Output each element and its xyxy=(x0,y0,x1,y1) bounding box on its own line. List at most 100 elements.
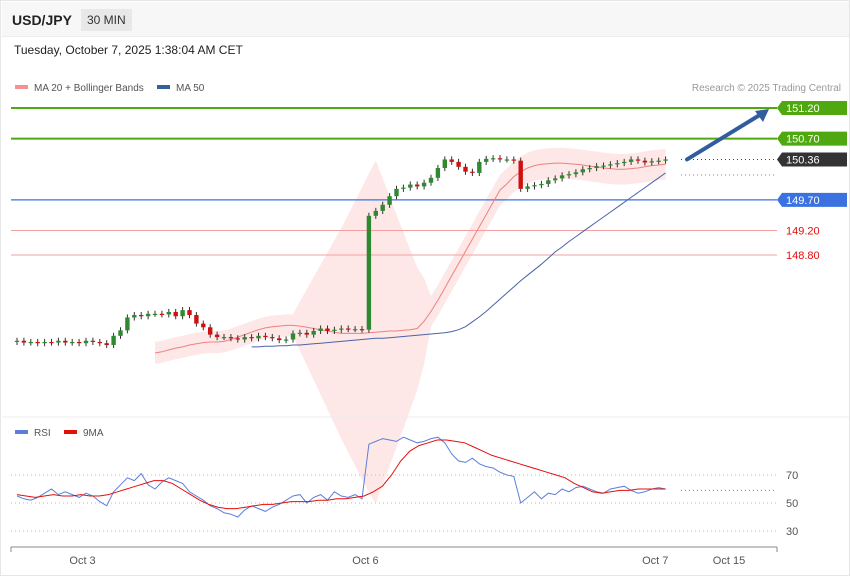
candle-body xyxy=(470,171,475,173)
candle-body xyxy=(14,340,20,342)
bollinger-fill xyxy=(155,147,666,504)
candle-body xyxy=(442,159,447,169)
timeframe-selector[interactable]: 30 MIN xyxy=(81,9,132,31)
level-tag xyxy=(777,192,847,207)
x-tick-label: Oct 7 xyxy=(642,555,668,567)
candle-body xyxy=(601,165,606,167)
candle-body xyxy=(290,333,296,340)
candle-body xyxy=(580,169,585,173)
candle-body xyxy=(90,340,96,342)
candle xyxy=(566,171,572,179)
forecast-arrow xyxy=(685,109,769,162)
candle-body xyxy=(132,315,137,318)
candle xyxy=(380,201,385,214)
candle xyxy=(428,174,434,186)
candle xyxy=(249,334,254,342)
candle-body xyxy=(497,158,503,160)
candle xyxy=(573,169,579,178)
level-label: 149.70 xyxy=(786,195,820,207)
price-levels: 151.20 150.70 150.36 149.70 149.20 148.80 xyxy=(11,101,847,262)
candle-body xyxy=(221,337,227,339)
level-tag xyxy=(777,131,847,146)
candle-body xyxy=(642,160,648,163)
candle xyxy=(346,325,351,333)
candle xyxy=(318,325,323,335)
candle xyxy=(332,326,337,335)
candle-body xyxy=(242,337,247,340)
candle xyxy=(97,338,102,347)
candle xyxy=(553,175,558,184)
rsi-level-label: 70 xyxy=(786,470,798,482)
candle xyxy=(297,329,303,337)
candle-body xyxy=(484,158,489,162)
candle xyxy=(504,156,510,163)
candle xyxy=(56,337,61,346)
candle xyxy=(601,162,606,170)
candle xyxy=(463,163,468,175)
candle-body xyxy=(63,340,68,343)
candle-body xyxy=(566,174,572,176)
candle-body xyxy=(346,328,351,330)
candle-body xyxy=(663,159,668,161)
candle xyxy=(518,157,523,192)
candle-body xyxy=(311,330,316,335)
candle xyxy=(283,336,289,344)
candle-body xyxy=(635,159,641,161)
candle xyxy=(352,326,358,333)
candle-body xyxy=(76,341,82,344)
level-label: 150.36 xyxy=(786,154,820,166)
candle xyxy=(118,327,123,339)
candle xyxy=(539,180,544,189)
candle-body xyxy=(656,160,661,162)
candle-body xyxy=(249,337,254,339)
rsi-level-label: 50 xyxy=(786,498,798,510)
candle-body xyxy=(615,163,620,165)
candle xyxy=(373,207,378,219)
rsi-ma-line xyxy=(16,439,666,510)
candle-body xyxy=(366,215,372,330)
candle-body xyxy=(159,313,165,315)
candle-body xyxy=(235,338,240,340)
legend-label: MA 20 + Bollinger Bands xyxy=(34,83,144,94)
candle-body xyxy=(145,313,151,317)
candle-body xyxy=(380,204,385,211)
chart-credit: Research © 2025 Trading Central xyxy=(692,83,841,94)
candle-body xyxy=(277,338,282,341)
candle xyxy=(145,310,151,320)
candle xyxy=(21,337,27,346)
candle xyxy=(270,334,275,342)
candle-body xyxy=(21,340,27,343)
candle xyxy=(139,311,144,320)
ma20-line xyxy=(154,162,666,354)
candle-body xyxy=(401,187,406,189)
candle xyxy=(449,156,454,165)
candle-body xyxy=(139,315,144,317)
candle-body xyxy=(456,161,461,167)
candle xyxy=(70,338,75,346)
candle xyxy=(559,172,565,182)
candle xyxy=(525,183,530,192)
candle-body xyxy=(511,159,516,161)
candle-body xyxy=(559,175,565,179)
candle-body xyxy=(83,340,89,344)
candle-body xyxy=(125,317,130,331)
candle-body xyxy=(325,328,330,331)
candle-body xyxy=(649,161,654,163)
candle xyxy=(166,308,171,318)
candle-body xyxy=(525,186,530,189)
candle-body xyxy=(573,172,579,175)
candlesticks xyxy=(14,155,668,349)
candle xyxy=(642,157,648,166)
candle xyxy=(90,337,96,346)
candle-body xyxy=(201,323,206,328)
x-tick-label: Oct 6 xyxy=(352,555,378,567)
chart-toolbar: USD/JPY 30 MIN xyxy=(2,2,849,37)
candle xyxy=(622,158,627,167)
candle-body xyxy=(49,341,54,344)
candle-body xyxy=(546,180,551,184)
candle xyxy=(214,331,220,341)
candle-body xyxy=(35,341,40,344)
candle xyxy=(656,157,661,165)
candle-body xyxy=(214,334,220,338)
